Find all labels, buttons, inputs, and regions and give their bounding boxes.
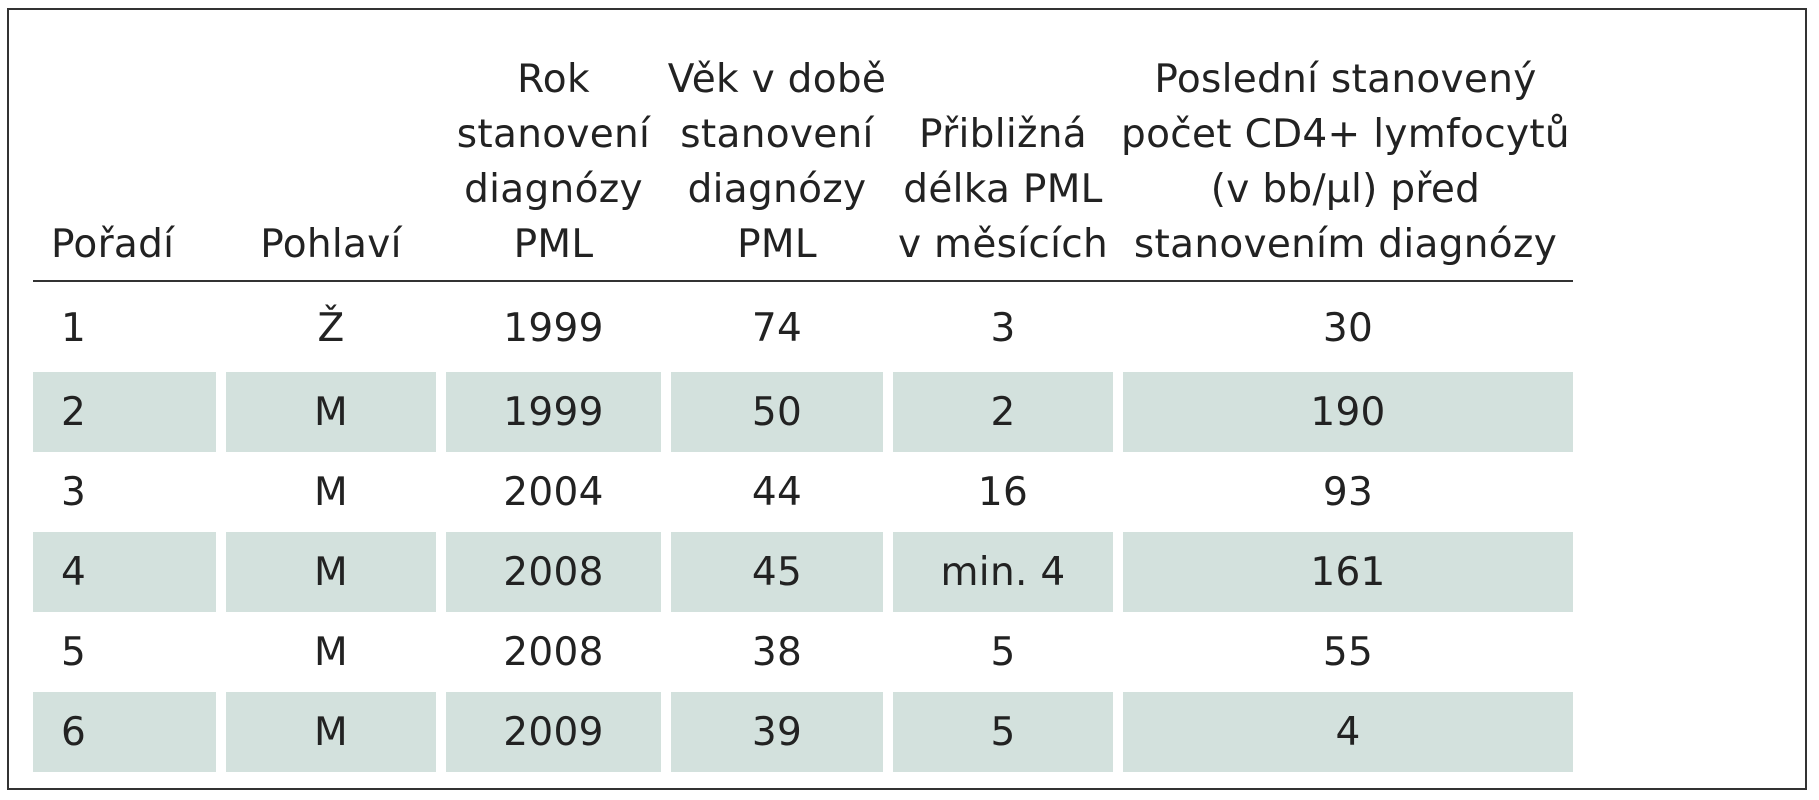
header-row: Pořadí Pohlaví Rok stanovení diagnózy PM… [33,52,1573,282]
cell-vek: 39 [666,692,888,772]
cell-pohlavi: M [221,372,441,452]
cell-cd4: 190 [1118,372,1573,452]
cell-rok: 2008 [441,532,666,612]
header-pohlavi: Pohlaví [221,52,441,282]
cell-rok: 1999 [503,305,604,351]
cell-delka: 5 [888,692,1118,772]
cell-vek: 38 [751,629,803,675]
cell-vek: 44 [751,469,803,515]
table-row: 1 Ž 1999 74 3 30 [33,282,1573,372]
cell-pohlavi: Ž [317,305,345,351]
cell-delka: 5 [990,629,1016,675]
table-row: 6 M 2009 39 5 4 [33,692,1573,772]
table-row: 4 M 2008 45 min. 4 161 [33,532,1573,612]
cell-vek: 45 [666,532,888,612]
cell-cd4: 55 [1322,629,1374,675]
cell-pohlavi: M [221,532,441,612]
cell-rok: 2004 [503,469,604,515]
cell-poradi: 5 [61,629,87,675]
data-table: Pořadí Pohlaví Rok stanovení diagnózy PM… [33,52,1573,772]
header-poradi: Pořadí [33,52,221,282]
cell-cd4: 4 [1118,692,1573,772]
cell-cd4: 161 [1118,532,1573,612]
cell-poradi: 1 [61,305,87,351]
cell-vek: 50 [666,372,888,452]
cell-poradi: 6 [33,692,221,772]
cell-delka: min. 4 [888,532,1118,612]
cell-cd4: 93 [1322,469,1374,515]
cell-pohlavi: M [314,469,348,515]
cell-pohlavi: M [314,629,348,675]
cell-delka: 16 [977,469,1029,515]
table-row: 2 M 1999 50 2 190 [33,372,1573,452]
header-rok-diagnozy: Rok stanovení diagnózy PML [441,52,666,282]
cell-delka: 2 [888,372,1118,452]
table-row: 5 M 2008 38 5 55 [33,612,1573,692]
header-vek: Věk v době stanovení diagnózy PML [666,52,888,282]
cell-vek: 74 [751,305,803,351]
cell-delka: 3 [990,305,1016,351]
cell-rok: 1999 [441,372,666,452]
header-delka-pml: Přibližná délka PML v měsících [888,52,1118,282]
header-cd4: Poslední stanovený počet CD4+ lymfocytů … [1118,52,1573,282]
cell-rok: 2008 [503,629,604,675]
cell-poradi: 3 [61,469,87,515]
cell-cd4: 30 [1322,305,1374,351]
cell-rok: 2009 [441,692,666,772]
table-row: 3 M 2004 44 16 93 [33,452,1573,532]
cell-poradi: 4 [33,532,221,612]
cell-pohlavi: M [221,692,441,772]
cell-poradi: 2 [33,372,221,452]
